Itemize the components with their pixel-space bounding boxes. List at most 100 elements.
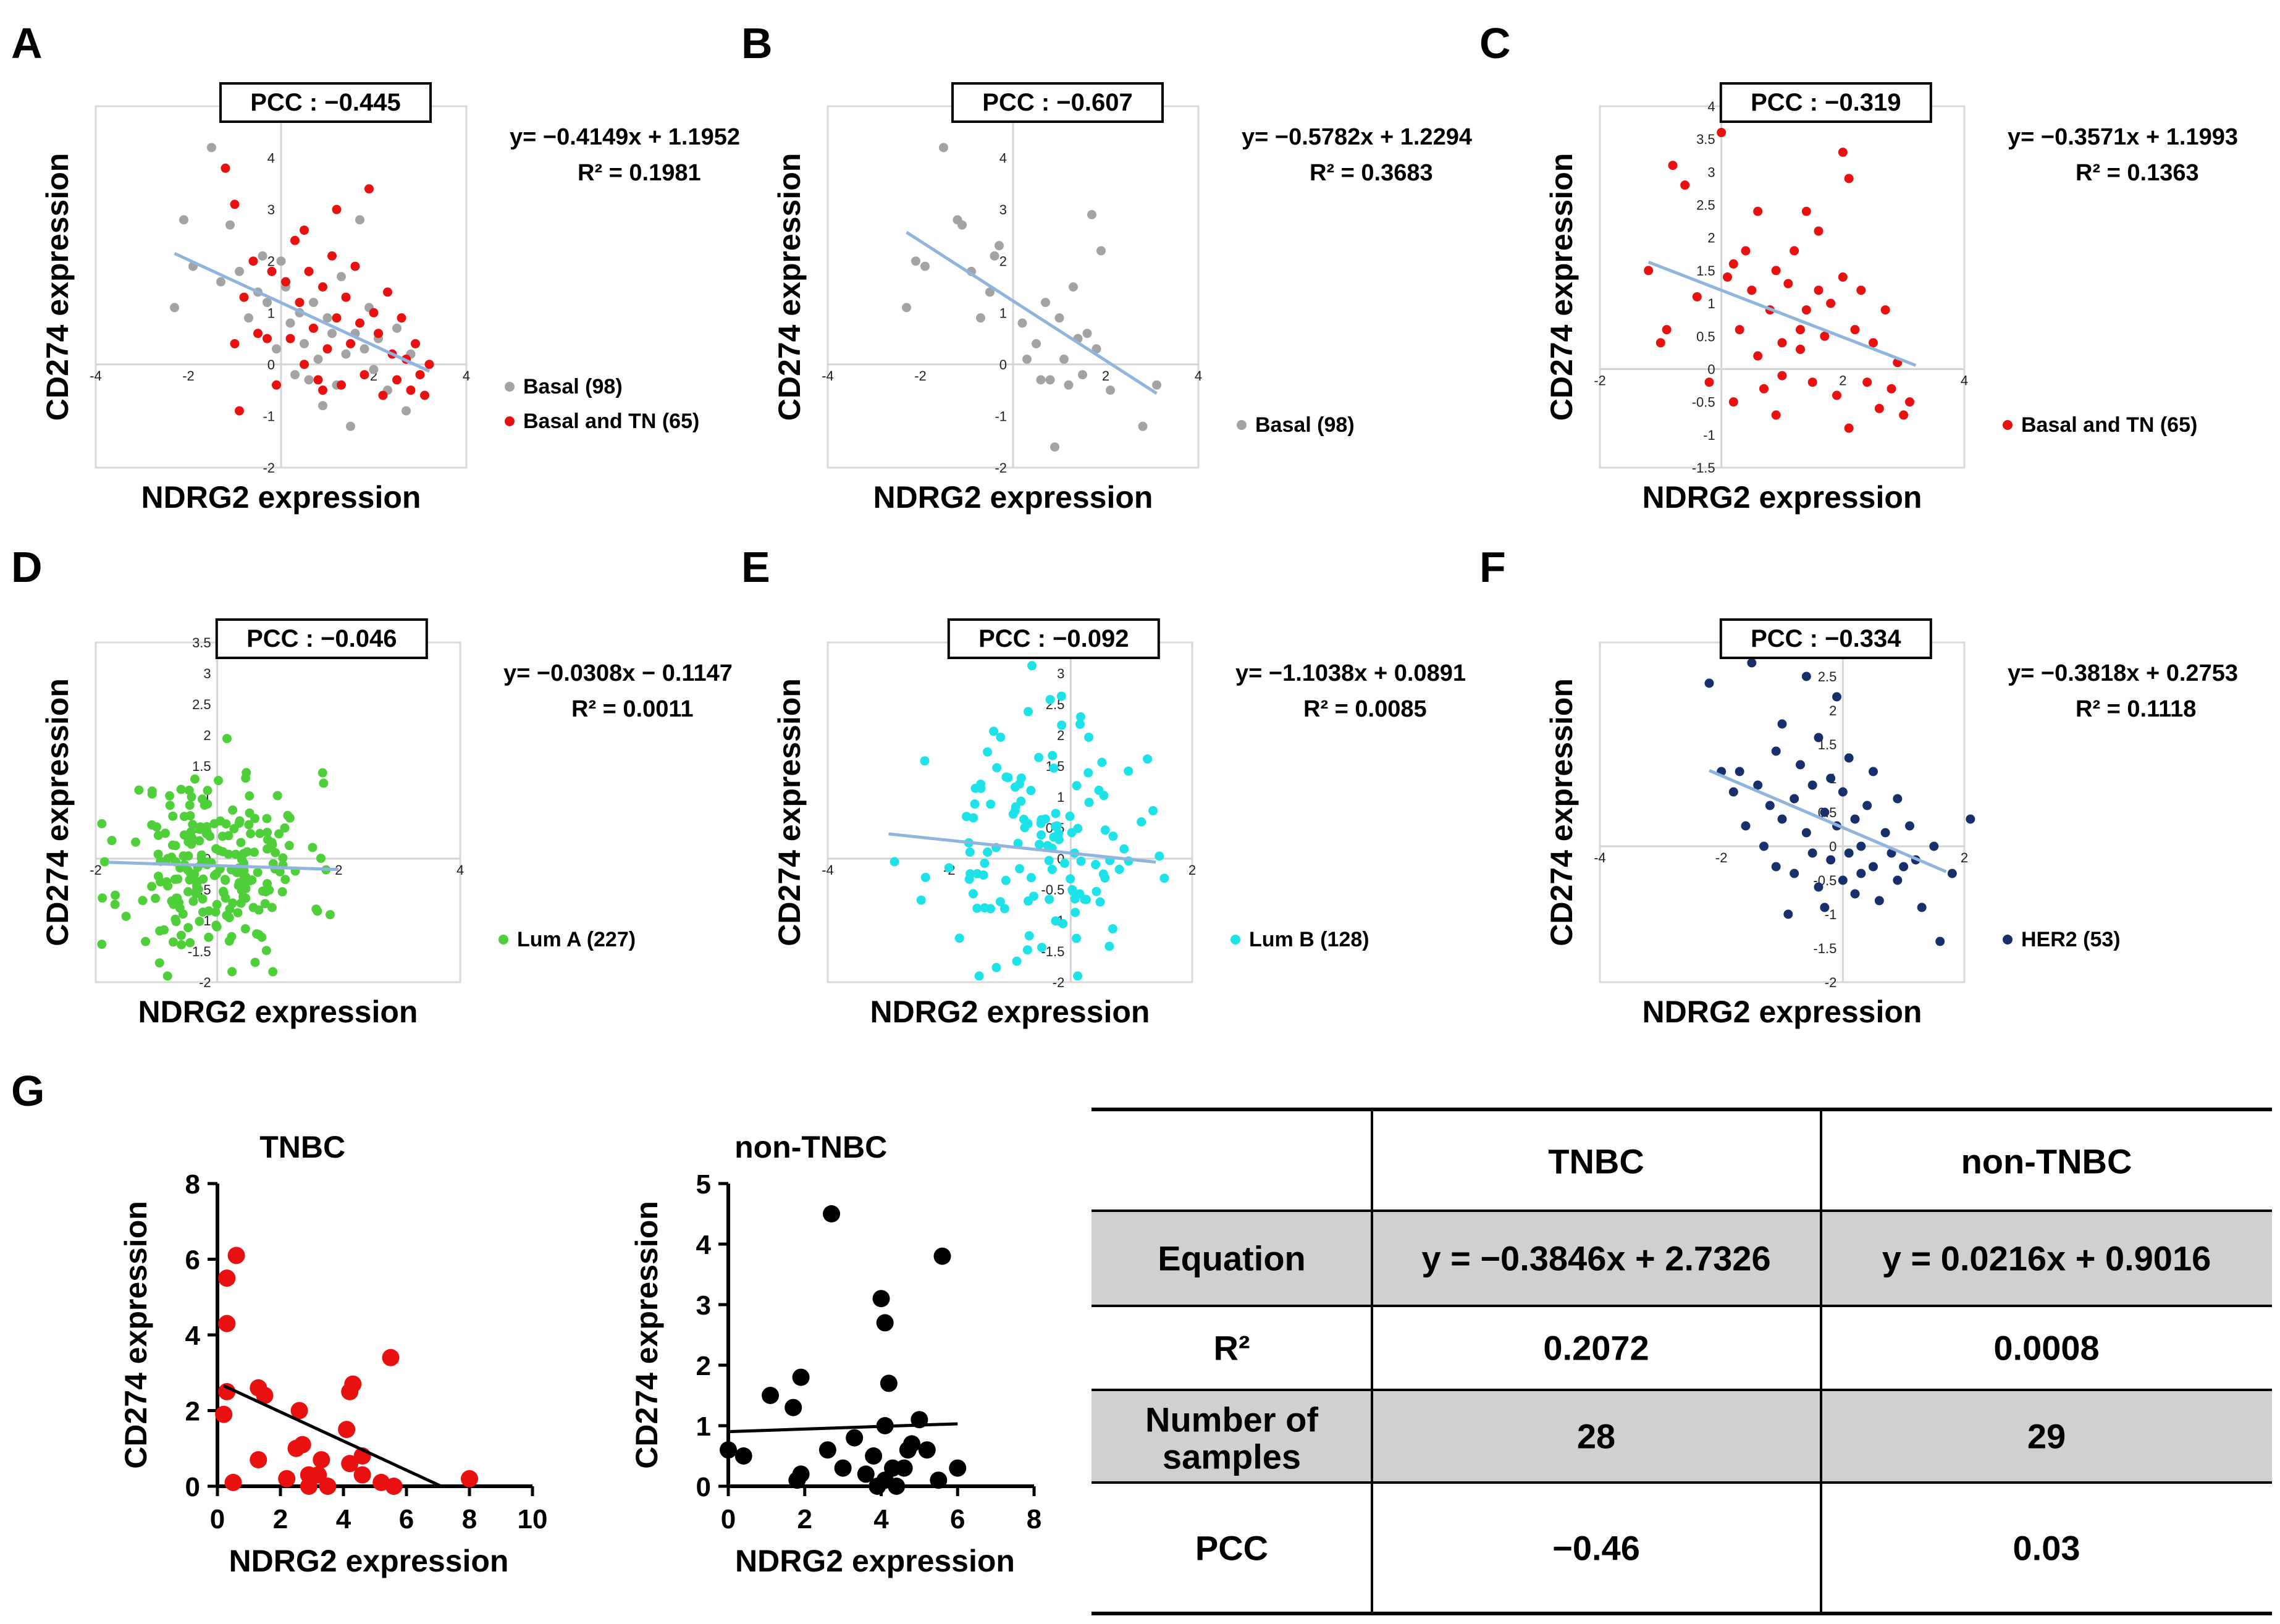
data-point bbox=[332, 204, 342, 214]
data-point bbox=[204, 932, 214, 942]
data-point bbox=[278, 853, 288, 863]
data-point bbox=[216, 277, 225, 287]
data-point bbox=[1874, 896, 1884, 906]
y-tick-label: 5 bbox=[696, 1169, 711, 1200]
data-point bbox=[261, 946, 271, 956]
data-point bbox=[244, 313, 253, 323]
data-point bbox=[220, 875, 230, 885]
pcc-label: PCC : −0.046 bbox=[246, 625, 397, 652]
y-tick-label: 2 bbox=[696, 1351, 711, 1381]
data-point bbox=[461, 1470, 478, 1487]
data-point bbox=[1832, 692, 1841, 702]
data-point bbox=[1796, 325, 1805, 335]
data-point bbox=[762, 1387, 780, 1404]
legend-marker bbox=[505, 416, 515, 426]
data-point bbox=[235, 266, 244, 276]
data-point bbox=[1893, 875, 1903, 885]
data-point bbox=[1790, 869, 1799, 878]
data-point bbox=[227, 967, 237, 977]
x-axis-label: NDRG2 expression bbox=[870, 995, 1150, 1029]
data-point bbox=[1692, 292, 1702, 301]
data-point bbox=[222, 734, 232, 744]
data-point bbox=[1662, 325, 1672, 335]
pcc-box bbox=[947, 618, 1160, 659]
data-point bbox=[221, 163, 230, 173]
data-point bbox=[309, 298, 318, 308]
data-point bbox=[383, 287, 392, 297]
pcc-label: PCC : −0.319 bbox=[1751, 89, 1901, 116]
data-point bbox=[876, 1314, 894, 1332]
data-point bbox=[1027, 661, 1037, 671]
data-point bbox=[1100, 873, 1110, 883]
data-point bbox=[179, 812, 189, 822]
y-tick-label: 0 bbox=[1829, 839, 1836, 854]
r-squared: R² = 0.3683 bbox=[1310, 160, 1433, 186]
panel-label-e: E bbox=[741, 543, 770, 591]
data-point bbox=[276, 256, 286, 266]
data-point bbox=[233, 908, 243, 918]
data-point bbox=[263, 334, 272, 343]
data-point bbox=[424, 360, 434, 369]
data-point bbox=[1013, 838, 1023, 848]
data-point bbox=[234, 818, 244, 828]
data-point bbox=[1097, 757, 1107, 767]
data-point bbox=[165, 801, 175, 810]
data-point bbox=[188, 896, 198, 906]
data-point bbox=[97, 940, 107, 949]
data-point bbox=[1091, 860, 1101, 870]
data-point bbox=[309, 1466, 327, 1484]
data-point bbox=[1138, 421, 1148, 431]
r-squared: R² = 0.0085 bbox=[1303, 696, 1427, 722]
y-tick-label: 1 bbox=[999, 305, 1007, 321]
data-point bbox=[818, 1441, 836, 1459]
data-point bbox=[415, 370, 425, 380]
data-point bbox=[1869, 862, 1878, 872]
data-point bbox=[382, 1348, 400, 1366]
x-tick-label: 2 bbox=[273, 1504, 288, 1534]
data-point bbox=[1644, 266, 1654, 276]
data-point bbox=[245, 791, 255, 801]
data-point bbox=[1059, 355, 1069, 364]
data-point bbox=[1054, 313, 1064, 323]
data-point bbox=[355, 215, 364, 225]
table-header-tnbc: TNBC bbox=[1548, 1142, 1644, 1181]
data-point bbox=[99, 857, 109, 867]
table-row-bg bbox=[1092, 1390, 2272, 1483]
data-point bbox=[188, 820, 198, 830]
y-tick-label: -1.5 bbox=[1692, 460, 1715, 476]
table-cell-pcc-non-tnbc: 0.03 bbox=[2013, 1529, 2080, 1568]
data-point bbox=[185, 875, 195, 885]
data-point bbox=[949, 1459, 967, 1477]
panel-label-d: D bbox=[11, 543, 43, 591]
data-point bbox=[319, 778, 329, 788]
data-point bbox=[1801, 671, 1811, 681]
data-point bbox=[1765, 801, 1775, 810]
data-point bbox=[1065, 811, 1075, 821]
data-point bbox=[1045, 694, 1055, 704]
data-point bbox=[203, 786, 212, 796]
table-label-pcc: PCC bbox=[1195, 1529, 1268, 1568]
table-cell-pcc-tnbc: −0.46 bbox=[1552, 1529, 1640, 1568]
data-point bbox=[785, 1399, 802, 1416]
data-point bbox=[1790, 794, 1799, 804]
data-point bbox=[1807, 377, 1817, 387]
pcc-box bbox=[1719, 618, 1932, 659]
data-point bbox=[734, 1447, 752, 1465]
data-point bbox=[1655, 338, 1665, 348]
data-point bbox=[1078, 370, 1087, 380]
data-point bbox=[290, 370, 300, 380]
data-point bbox=[995, 241, 1004, 251]
data-point bbox=[1073, 971, 1083, 981]
y-tick-label: -0.5 bbox=[1041, 882, 1064, 898]
data-point bbox=[880, 1374, 898, 1392]
data-point bbox=[221, 819, 231, 829]
data-point bbox=[1050, 822, 1060, 831]
legend-marker bbox=[498, 935, 508, 945]
data-point bbox=[1856, 869, 1866, 878]
data-point bbox=[1747, 285, 1757, 295]
regression-line bbox=[728, 1422, 958, 1434]
legend-label: Basal (98) bbox=[1255, 413, 1355, 437]
data-point bbox=[245, 808, 255, 818]
data-point bbox=[1014, 779, 1024, 789]
data-point bbox=[211, 920, 221, 930]
